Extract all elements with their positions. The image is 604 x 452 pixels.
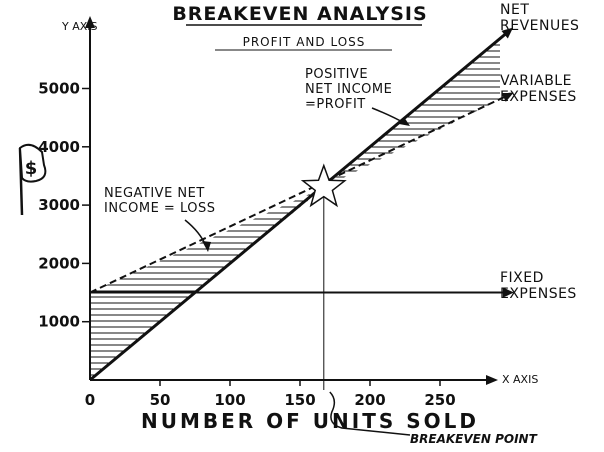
y-tick-label: 3000: [38, 196, 80, 214]
x-axis-title: NUMBER OF UNITS SOLD: [141, 409, 479, 433]
legend-label-0: REVENUES: [500, 18, 579, 34]
series-arrow-0: [501, 27, 514, 39]
legend-label-2: EXPENSES: [500, 286, 577, 302]
profit-pointer-head-icon: [399, 117, 410, 126]
annotation-text-1: INCOME = LOSS: [104, 201, 215, 216]
x-ticks: 0 50 100 150 200 250: [85, 380, 456, 409]
series-arrow-1: [501, 92, 514, 102]
chart-subtitle: PROFIT AND LOSS: [243, 35, 366, 49]
annotation-text-0: NET INCOME: [305, 82, 392, 97]
series-line-1: [89, 93, 511, 294]
annotation-text-0: =PROFIT: [305, 97, 366, 112]
annotation-text-1: NEGATIVE NET: [104, 186, 205, 201]
breakeven-pointer-line: [329, 391, 411, 436]
legend-label-1: EXPENSES: [500, 89, 577, 105]
y-tick-label: 1000: [38, 313, 80, 331]
y-tick-label: 2000: [38, 254, 80, 272]
x-tick-label: 100: [214, 391, 245, 409]
dollar-flag-icon: $: [18, 143, 47, 216]
y-axis-arrow: [85, 16, 95, 28]
legend-label-0: NET: [500, 2, 529, 18]
series-lines: [89, 27, 514, 382]
loss-pointer-head-icon: [202, 241, 211, 252]
y-tick-label: 5000: [38, 80, 80, 98]
series-arrow-2: [503, 287, 514, 298]
x-axis-arrow: [486, 375, 498, 385]
flag-dollar-sign: $: [25, 158, 38, 179]
y-axis-label: Y AXIS: [61, 20, 98, 33]
series-line-0: [89, 29, 511, 382]
axes: [85, 16, 498, 385]
x-axis-tag: X AXIS: [502, 373, 538, 386]
x-tick-label: 200: [354, 391, 385, 409]
y-tick-label: 4000: [38, 138, 80, 156]
annotation-text-0: POSITIVE: [305, 67, 368, 82]
x-tick-label: 250: [424, 391, 455, 409]
y-ticks: 1000 2000 3000 4000 5000: [38, 80, 90, 331]
legend-label-2: FIXED: [500, 270, 544, 286]
breakeven-star-icon: [300, 163, 347, 208]
x-tick-label: 50: [150, 391, 171, 409]
x-tick-label: 150: [284, 391, 315, 409]
x-tick-label: 0: [85, 391, 95, 409]
chart-title: BREAKEVEN ANALYSIS: [172, 3, 427, 25]
legend-label-1: VARIABLE: [500, 73, 572, 89]
breakeven-marker: [300, 163, 411, 436]
breakeven-label: BREAKEVEN POINT: [410, 432, 538, 446]
